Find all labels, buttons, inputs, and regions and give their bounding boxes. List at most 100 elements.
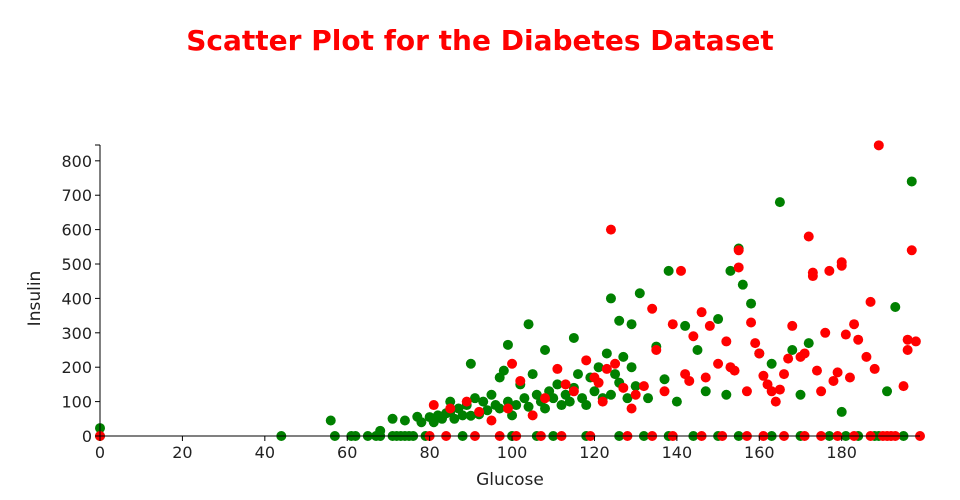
data-point bbox=[540, 403, 551, 414]
data-point bbox=[844, 372, 855, 383]
data-point bbox=[688, 331, 699, 342]
data-point bbox=[811, 365, 822, 376]
data-point bbox=[486, 389, 497, 400]
data-point bbox=[618, 382, 629, 393]
data-point bbox=[647, 303, 658, 314]
ticks-layer: 0 20 40 60 80 100 120 140 160 180 0 100 200 300 400 500… bbox=[61, 144, 857, 462]
data-point bbox=[626, 403, 637, 414]
data-point bbox=[671, 396, 682, 407]
x-tick-label: 100 bbox=[497, 443, 528, 462]
data-point bbox=[774, 197, 785, 208]
data-point bbox=[898, 381, 909, 392]
data-point bbox=[494, 372, 505, 383]
data-point bbox=[540, 393, 551, 404]
x-tick-label: 20 bbox=[172, 443, 192, 462]
data-point bbox=[721, 336, 732, 347]
x-tick-label: 160 bbox=[744, 443, 775, 462]
data-point bbox=[651, 345, 662, 356]
data-point bbox=[737, 279, 748, 290]
data-point bbox=[750, 338, 761, 349]
data-point bbox=[527, 369, 538, 380]
data-point bbox=[836, 260, 847, 271]
data-point bbox=[634, 288, 645, 299]
data-point bbox=[581, 400, 592, 411]
data-point bbox=[519, 393, 530, 404]
y-tick-label: 400 bbox=[61, 289, 92, 308]
data-point bbox=[568, 386, 579, 397]
data-point bbox=[478, 396, 489, 407]
data-point bbox=[630, 381, 641, 392]
data-point bbox=[605, 389, 616, 400]
y-tick-label: 800 bbox=[61, 152, 92, 171]
data-point bbox=[906, 245, 917, 256]
data-point bbox=[667, 319, 678, 330]
data-point bbox=[663, 265, 674, 276]
data-point bbox=[840, 329, 851, 340]
data-point bbox=[626, 319, 637, 330]
data-point bbox=[601, 348, 612, 359]
data-point bbox=[692, 345, 703, 356]
data-point bbox=[610, 358, 621, 369]
y-tick-label: 300 bbox=[61, 324, 92, 343]
data-point bbox=[828, 375, 839, 386]
data-point bbox=[622, 393, 633, 404]
data-point bbox=[754, 348, 765, 359]
data-point bbox=[626, 362, 637, 373]
data-point bbox=[902, 345, 913, 356]
data-point bbox=[548, 393, 559, 404]
data-point bbox=[552, 363, 563, 374]
data-point bbox=[568, 332, 579, 343]
data-point bbox=[399, 415, 410, 426]
data-point bbox=[556, 400, 567, 411]
data-point bbox=[721, 389, 732, 400]
data-point bbox=[725, 265, 736, 276]
data-point bbox=[445, 403, 456, 414]
data-point bbox=[766, 358, 777, 369]
data-point bbox=[807, 267, 818, 278]
data-point bbox=[502, 396, 513, 407]
data-point bbox=[758, 370, 769, 381]
data-point bbox=[704, 320, 715, 331]
data-point bbox=[457, 410, 468, 421]
data-point bbox=[676, 265, 687, 276]
y-axis-title: Insulin bbox=[25, 271, 45, 327]
data-point bbox=[700, 386, 711, 397]
data-point bbox=[836, 406, 847, 417]
data-point bbox=[861, 351, 872, 362]
data-point bbox=[511, 400, 522, 411]
data-point bbox=[659, 374, 670, 385]
data-point bbox=[713, 314, 724, 325]
data-point bbox=[572, 369, 583, 380]
data-point bbox=[853, 334, 864, 345]
data-point bbox=[832, 367, 843, 378]
data-point bbox=[515, 375, 526, 386]
data-point bbox=[869, 363, 880, 374]
data-point bbox=[630, 389, 641, 400]
data-point bbox=[659, 386, 670, 397]
data-point bbox=[799, 348, 810, 359]
data-point bbox=[325, 415, 336, 426]
data-point bbox=[643, 393, 654, 404]
y-tick-label: 500 bbox=[61, 255, 92, 274]
data-point bbox=[605, 224, 616, 235]
data-point bbox=[713, 358, 724, 369]
data-point bbox=[465, 358, 476, 369]
data-point bbox=[614, 315, 625, 326]
axes-layer bbox=[99, 145, 920, 437]
data-point bbox=[741, 386, 752, 397]
data-point bbox=[882, 386, 893, 397]
data-point bbox=[803, 231, 814, 242]
data-point bbox=[816, 386, 827, 397]
data-point bbox=[787, 345, 798, 356]
data-point bbox=[746, 298, 757, 309]
chart-title: Scatter Plot for the Diabetes Dataset bbox=[186, 24, 774, 57]
x-tick-label: 0 bbox=[95, 443, 105, 462]
data-point bbox=[428, 400, 439, 411]
data-point bbox=[494, 403, 505, 414]
data-point bbox=[890, 302, 901, 313]
data-point bbox=[696, 307, 707, 318]
x-tick-label: 40 bbox=[255, 443, 275, 462]
data-point bbox=[605, 293, 616, 304]
data-point bbox=[474, 406, 485, 417]
